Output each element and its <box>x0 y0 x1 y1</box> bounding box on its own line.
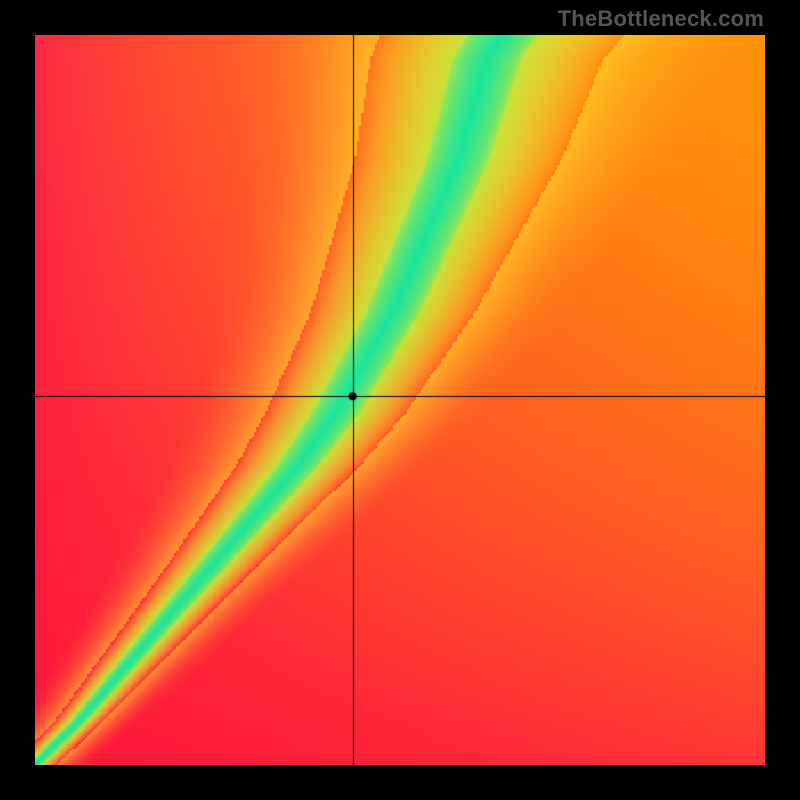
bottleneck-heatmap <box>35 35 765 765</box>
watermark-label: TheBottleneck.com <box>558 6 764 32</box>
chart-container: TheBottleneck.com <box>0 0 800 800</box>
